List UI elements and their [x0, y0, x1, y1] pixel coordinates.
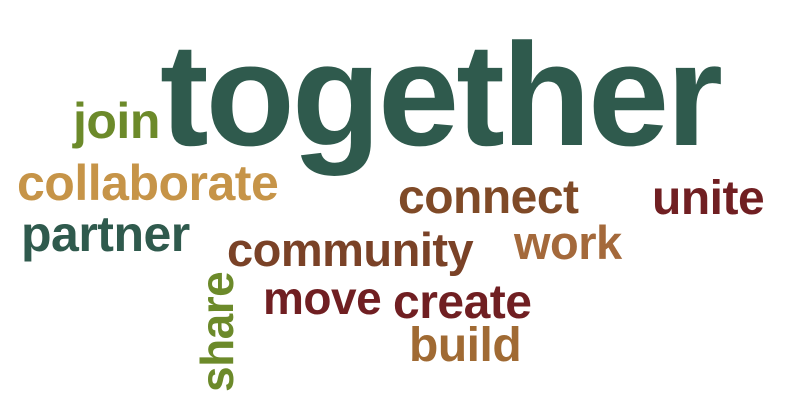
word-build: build [409, 319, 522, 372]
word-connect: connect [398, 171, 579, 224]
word-community: community [227, 223, 474, 276]
word-unite: unite [652, 172, 765, 225]
word-together: together [160, 13, 723, 176]
word-share: share [191, 271, 243, 392]
word-work: work [514, 216, 622, 269]
word-move: move [263, 272, 382, 324]
word-collaborate: collaborate [17, 155, 279, 211]
word-join: join [73, 93, 160, 149]
word-partner: partner [21, 206, 190, 262]
word-create: create [393, 276, 532, 329]
